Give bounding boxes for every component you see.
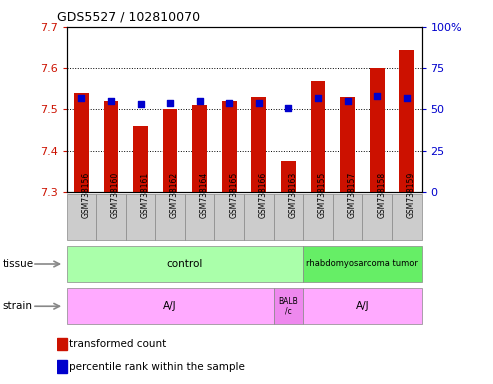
Point	[314, 95, 322, 101]
Bar	[340, 97, 355, 192]
Text: strain: strain	[2, 301, 33, 311]
Bar	[67, 246, 303, 282]
Point	[196, 98, 204, 104]
Point	[284, 105, 292, 111]
Point	[137, 101, 144, 108]
Bar	[104, 101, 118, 192]
Bar	[57, 360, 67, 372]
Text: A/J: A/J	[355, 301, 369, 311]
Text: GSM738160: GSM738160	[111, 172, 120, 218]
Text: GDS5527 / 102810070: GDS5527 / 102810070	[57, 10, 200, 23]
Point	[255, 100, 263, 106]
Text: tissue: tissue	[2, 259, 34, 269]
Bar	[126, 194, 155, 240]
Bar	[67, 194, 96, 240]
Bar	[303, 288, 422, 324]
Bar	[192, 105, 207, 192]
Bar	[57, 338, 67, 350]
Point	[373, 93, 381, 99]
Bar	[370, 68, 385, 192]
Point	[344, 98, 352, 104]
Bar	[67, 288, 274, 324]
Bar	[163, 109, 177, 192]
Text: GSM738161: GSM738161	[141, 172, 149, 218]
Point	[166, 100, 174, 106]
Point	[403, 95, 411, 101]
Text: transformed count: transformed count	[70, 339, 167, 349]
Bar	[214, 194, 244, 240]
Point	[225, 100, 233, 106]
Bar	[74, 93, 89, 192]
Text: GSM738155: GSM738155	[318, 172, 327, 218]
Text: GSM738162: GSM738162	[170, 172, 179, 218]
Bar	[96, 194, 126, 240]
Bar	[281, 161, 296, 192]
Bar	[362, 194, 392, 240]
Point	[77, 95, 85, 101]
Text: GSM738159: GSM738159	[407, 172, 416, 218]
Bar	[185, 194, 214, 240]
Bar	[392, 194, 422, 240]
Bar	[251, 97, 266, 192]
Bar	[399, 50, 414, 192]
Text: BALB
/c: BALB /c	[279, 297, 298, 316]
Text: rhabdomyosarcoma tumor: rhabdomyosarcoma tumor	[307, 260, 418, 268]
Text: GSM738164: GSM738164	[200, 172, 209, 218]
Point	[107, 98, 115, 104]
Bar	[333, 194, 362, 240]
Bar	[222, 101, 237, 192]
Bar	[274, 194, 303, 240]
Bar	[155, 194, 185, 240]
Text: A/J: A/J	[163, 301, 177, 311]
Bar	[303, 246, 422, 282]
Bar	[244, 194, 274, 240]
Text: GSM738163: GSM738163	[288, 172, 297, 218]
Text: control: control	[167, 259, 203, 269]
Text: GSM738156: GSM738156	[81, 172, 90, 218]
Text: GSM738165: GSM738165	[229, 172, 238, 218]
Text: GSM738158: GSM738158	[377, 172, 386, 218]
Text: percentile rank within the sample: percentile rank within the sample	[70, 362, 246, 372]
Text: GSM738166: GSM738166	[259, 172, 268, 218]
Bar	[311, 81, 325, 192]
Bar	[274, 288, 303, 324]
Bar	[133, 126, 148, 192]
Bar	[303, 194, 333, 240]
Text: GSM738157: GSM738157	[348, 172, 356, 218]
